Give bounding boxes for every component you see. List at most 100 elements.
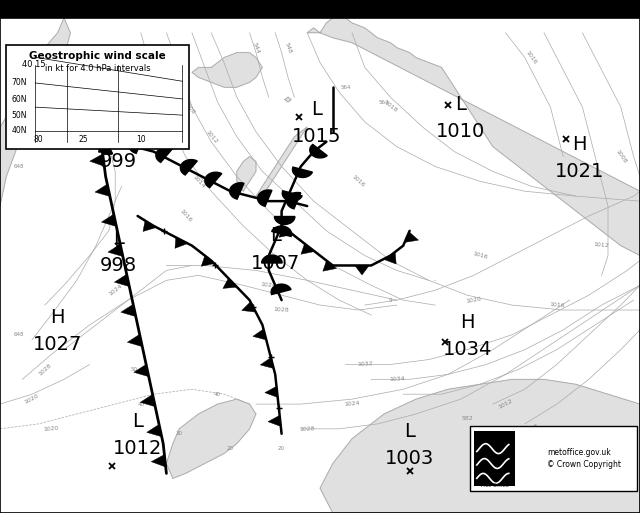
- Text: 548: 548: [284, 41, 292, 54]
- Polygon shape: [108, 244, 123, 256]
- Polygon shape: [323, 261, 337, 271]
- Polygon shape: [310, 145, 327, 158]
- Text: 1012: 1012: [204, 129, 218, 144]
- Polygon shape: [287, 192, 301, 209]
- Text: 40: 40: [138, 402, 144, 407]
- Polygon shape: [285, 97, 291, 102]
- Text: 1016: 1016: [179, 209, 193, 223]
- Text: 50: 50: [131, 367, 138, 372]
- Polygon shape: [156, 147, 173, 163]
- Text: L: L: [113, 229, 124, 248]
- Polygon shape: [192, 53, 262, 87]
- Text: 1016: 1016: [472, 251, 488, 260]
- Polygon shape: [129, 137, 143, 153]
- Text: 582: 582: [461, 417, 473, 422]
- Text: H: H: [572, 135, 586, 154]
- Text: 1021: 1021: [554, 162, 604, 181]
- Polygon shape: [262, 255, 282, 263]
- Polygon shape: [268, 416, 281, 426]
- Polygon shape: [320, 379, 640, 513]
- Text: 1012: 1012: [497, 398, 514, 410]
- Text: 50N: 50N: [12, 111, 27, 120]
- Text: 1032: 1032: [357, 362, 372, 367]
- Text: H: H: [460, 313, 474, 332]
- Polygon shape: [242, 302, 256, 312]
- Text: 1015: 1015: [292, 127, 342, 146]
- Polygon shape: [143, 221, 156, 231]
- Polygon shape: [265, 386, 278, 398]
- Polygon shape: [127, 334, 142, 347]
- Text: 40: 40: [214, 392, 221, 397]
- Polygon shape: [271, 226, 292, 236]
- Polygon shape: [404, 232, 419, 243]
- Polygon shape: [78, 94, 93, 106]
- Polygon shape: [90, 154, 104, 166]
- Polygon shape: [134, 364, 148, 377]
- Text: 20: 20: [227, 446, 234, 451]
- Polygon shape: [253, 329, 266, 340]
- Text: 60N: 60N: [12, 95, 27, 104]
- Text: 1008: 1008: [614, 149, 627, 164]
- Polygon shape: [73, 64, 88, 76]
- Polygon shape: [151, 455, 166, 467]
- Polygon shape: [258, 190, 272, 206]
- Polygon shape: [237, 156, 256, 191]
- Text: 544: 544: [252, 41, 260, 54]
- Text: in kt for 4.0 hPa intervals: in kt for 4.0 hPa intervals: [45, 64, 150, 73]
- Text: 998: 998: [100, 256, 137, 275]
- Text: Forecast chart (T+84) Valid 12 UTC SAT 01 JUN 2024: Forecast chart (T+84) Valid 12 UTC SAT 0…: [61, 5, 298, 13]
- Text: 1012: 1012: [113, 439, 163, 458]
- Text: L: L: [404, 422, 415, 441]
- Text: metoffice.gov.uk
© Crown Copyright: metoffice.gov.uk © Crown Copyright: [547, 448, 621, 469]
- Polygon shape: [223, 278, 237, 288]
- Text: 1003: 1003: [385, 449, 434, 468]
- Text: 10: 10: [136, 135, 146, 144]
- Polygon shape: [98, 138, 113, 154]
- Text: 25: 25: [78, 135, 88, 144]
- Bar: [474, 431, 515, 486]
- Text: 1034: 1034: [389, 377, 404, 382]
- Text: Met Office: Met Office: [481, 483, 509, 488]
- Text: 1020: 1020: [24, 393, 40, 405]
- Text: L: L: [456, 95, 466, 114]
- Text: Geostrophic wind scale: Geostrophic wind scale: [29, 51, 166, 61]
- Text: 1020: 1020: [43, 426, 60, 432]
- Polygon shape: [260, 358, 274, 368]
- Text: 20: 20: [278, 446, 285, 451]
- Polygon shape: [355, 266, 369, 275]
- Polygon shape: [271, 284, 291, 294]
- Polygon shape: [180, 160, 197, 175]
- Text: 1024: 1024: [260, 282, 277, 288]
- Text: 1034: 1034: [442, 340, 492, 359]
- Polygon shape: [147, 424, 162, 437]
- Text: 1016: 1016: [351, 174, 366, 188]
- Text: 999: 999: [100, 152, 137, 171]
- Bar: [6, 45, 189, 149]
- Text: 40 15: 40 15: [22, 61, 46, 69]
- Polygon shape: [383, 253, 396, 264]
- Polygon shape: [95, 184, 110, 196]
- Text: 1008: 1008: [182, 100, 195, 115]
- Text: 1016: 1016: [549, 302, 564, 308]
- Polygon shape: [282, 191, 302, 201]
- Text: 648: 648: [14, 164, 24, 169]
- Text: 1024: 1024: [108, 283, 123, 297]
- Text: 30: 30: [176, 431, 182, 436]
- Text: H: H: [51, 308, 65, 327]
- Polygon shape: [279, 227, 292, 238]
- Polygon shape: [86, 124, 100, 136]
- Text: 1012: 1012: [593, 243, 610, 249]
- Text: 9: 9: [388, 298, 392, 303]
- Text: 648: 648: [14, 332, 24, 337]
- Polygon shape: [307, 18, 640, 255]
- Polygon shape: [275, 216, 295, 224]
- Polygon shape: [230, 183, 244, 199]
- Text: 564: 564: [340, 85, 351, 90]
- Text: L: L: [312, 100, 322, 119]
- Text: 1028: 1028: [274, 307, 289, 313]
- Polygon shape: [166, 399, 256, 478]
- Polygon shape: [121, 304, 136, 317]
- Text: 1028: 1028: [37, 362, 52, 377]
- Text: 1028: 1028: [300, 426, 315, 432]
- Polygon shape: [256, 127, 307, 196]
